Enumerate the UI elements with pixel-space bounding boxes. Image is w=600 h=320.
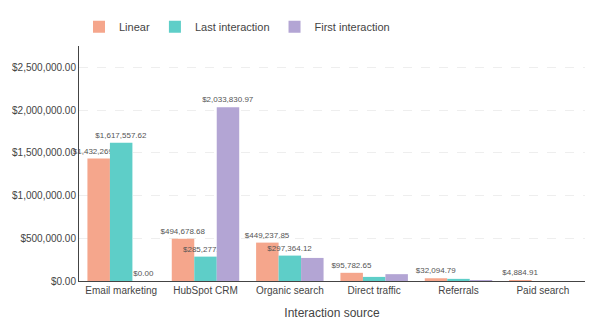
svg-text:Paid search: Paid search (516, 285, 569, 296)
svg-text:$285,277.17: $285,277.17 (183, 245, 228, 254)
svg-text:$32,094.79: $32,094.79 (416, 266, 457, 275)
svg-text:$2,000,000.00: $2,000,000.00 (12, 105, 76, 116)
svg-text:Interaction source: Interaction source (284, 306, 380, 320)
svg-text:$4,884.91: $4,884.91 (502, 268, 538, 277)
svg-text:Last interaction: Last interaction (195, 21, 270, 33)
svg-text:Linear: Linear (119, 21, 150, 33)
svg-text:Direct traffic: Direct traffic (348, 285, 401, 296)
svg-text:Referrals: Referrals (438, 285, 479, 296)
svg-text:$449,237.85: $449,237.85 (245, 231, 290, 240)
svg-text:$2,033,830.97: $2,033,830.97 (202, 95, 254, 104)
svg-text:$1,000,000.00: $1,000,000.00 (12, 190, 76, 201)
svg-text:HubSpot CRM: HubSpot CRM (173, 285, 237, 296)
svg-text:$2,500,000.00: $2,500,000.00 (12, 62, 76, 73)
svg-text:$297,364.12: $297,364.12 (267, 244, 312, 253)
svg-text:$500,000.00: $500,000.00 (20, 233, 76, 244)
svg-text:$494,678.68: $494,678.68 (160, 227, 205, 236)
svg-text:$1,432,269.64: $1,432,269.64 (73, 147, 125, 156)
svg-text:Email marketing: Email marketing (85, 285, 157, 296)
svg-text:$1,617,557.62: $1,617,557.62 (95, 131, 147, 140)
svg-text:$1,500,000.00: $1,500,000.00 (12, 147, 76, 158)
svg-text:$0.00: $0.00 (51, 276, 76, 287)
svg-text:First interaction: First interaction (315, 21, 390, 33)
svg-text:Organic search: Organic search (256, 285, 324, 296)
svg-text:$0.00: $0.00 (133, 269, 154, 278)
svg-text:$95,782.65: $95,782.65 (331, 261, 372, 270)
